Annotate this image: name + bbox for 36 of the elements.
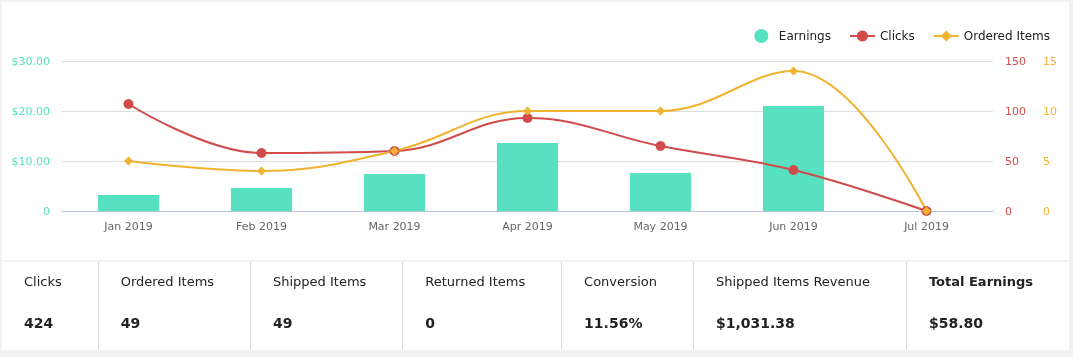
x-tick-label: Feb 2019 <box>236 220 287 233</box>
text: $1,031.38 <box>715 315 796 331</box>
x-tick-label: May 2019 <box>633 220 688 233</box>
text: 11.56% <box>584 315 644 331</box>
y2-tick-label: 0 <box>1005 204 1012 218</box>
text: 49 <box>273 315 294 331</box>
legend-label: Earnings <box>778 29 831 43</box>
category-label: Shipped Items <box>273 274 368 289</box>
x-tick-label: Jan 2019 <box>103 220 153 233</box>
y-tick-label: $30.00 <box>11 54 50 68</box>
category-label: Ordered Items <box>120 274 216 289</box>
y3-tick-label: 15 <box>1043 54 1057 68</box>
x-tick-label: Jun 2019 <box>768 220 818 233</box>
text: 0 <box>425 315 437 331</box>
legend-label: Ordered Items <box>963 29 1051 43</box>
legend-label: Clicks <box>879 29 915 43</box>
y3-tick-label: 10 <box>1043 104 1057 118</box>
category-label: Conversion <box>584 274 658 289</box>
x-tick-label: Jul 2019 <box>903 220 949 233</box>
y2-tick-label: 50 <box>1005 154 1019 168</box>
category-label: Returned Items <box>425 274 527 289</box>
x-tick-label: Mar 2019 <box>368 220 421 233</box>
y3-tick-label: 0 <box>1043 204 1050 218</box>
category-label: Total Earnings <box>928 274 1035 289</box>
y-tick-label: $20.00 <box>11 104 50 118</box>
x-tick-label: Apr 2019 <box>502 220 553 233</box>
y2-tick-label: 150 <box>1005 54 1026 68</box>
y3-tick-label: 5 <box>1043 154 1050 168</box>
text: 49 <box>120 315 142 331</box>
category-label: Clicks <box>24 274 63 289</box>
category-label: Shipped Items Revenue <box>715 274 871 289</box>
y-tick-label: 0 <box>43 204 50 218</box>
y2-tick-label: 100 <box>1005 104 1026 118</box>
text: 424 <box>24 315 55 331</box>
y-tick-label: $10.00 <box>11 154 50 168</box>
text: $58.80 <box>928 315 984 331</box>
